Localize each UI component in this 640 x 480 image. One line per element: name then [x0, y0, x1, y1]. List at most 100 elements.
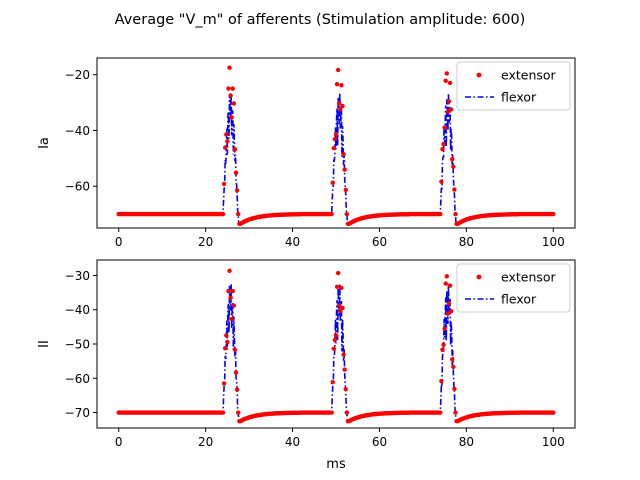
data-point [443, 281, 448, 286]
x-tick-label: 100 [542, 235, 565, 249]
legend-flexor-label: flexor [501, 90, 537, 105]
plot-area [116, 65, 556, 227]
data-point [341, 151, 346, 157]
data-point [334, 284, 340, 290]
x-tick-label: 60 [372, 435, 387, 449]
y-tick-label: −30 [65, 269, 90, 283]
legend-box [456, 263, 571, 313]
data-point [236, 211, 241, 217]
y-axis-label: Ia [37, 137, 52, 149]
data-point [448, 309, 454, 314]
data-point [439, 179, 444, 184]
legend: extensor flexor [456, 263, 571, 313]
data-point [330, 180, 335, 185]
data-point [227, 65, 232, 70]
data-point [340, 103, 345, 109]
x-tick-label: 20 [198, 235, 213, 249]
data-point [450, 357, 455, 362]
data-point [332, 136, 338, 142]
data-point [451, 164, 456, 169]
data-point [439, 378, 444, 384]
data-point [443, 78, 448, 84]
data-point [344, 410, 350, 415]
data-point [447, 283, 453, 288]
x-tick-label: 40 [285, 435, 300, 449]
x-tick-label: 80 [459, 435, 474, 449]
data-point [329, 410, 334, 415]
data-point [453, 211, 458, 217]
data-point [229, 316, 234, 322]
legend-extensor-marker [476, 72, 482, 78]
subplot-1: 0 20 40 60 80 100 −60 −40 −20 Ia extensor flexor [37, 57, 576, 249]
x-tick-label: 0 [115, 235, 123, 249]
y-tick-label: −20 [65, 68, 90, 82]
data-point [231, 303, 237, 308]
data-point [440, 146, 445, 152]
data-point [333, 132, 339, 137]
data-point [441, 342, 446, 348]
y-tick-label: −40 [65, 124, 90, 138]
x-tick-label: 100 [542, 435, 565, 449]
data-point [329, 211, 334, 217]
series-extensor-points [116, 268, 556, 424]
data-point [341, 352, 346, 357]
data-point [228, 93, 233, 98]
data-point [232, 147, 238, 152]
data-point [228, 295, 233, 300]
y-axis-label: II [37, 340, 52, 348]
x-axis-label: ms [326, 457, 346, 472]
data-point [438, 410, 443, 415]
data-point [224, 132, 229, 137]
data-point [452, 386, 457, 392]
data-point [343, 386, 348, 392]
legend-extensor-marker [476, 274, 482, 280]
data-point [231, 101, 237, 106]
data-point [233, 370, 239, 375]
data-point [445, 311, 451, 316]
data-point [226, 288, 231, 294]
data-point [551, 211, 556, 217]
data-point [438, 211, 443, 217]
data-point [225, 139, 230, 144]
data-point [342, 367, 347, 372]
data-point [233, 170, 239, 175]
y-tick-label: −40 [65, 303, 90, 317]
series-flexor-line [118, 92, 554, 225]
data-point [220, 410, 226, 415]
data-point [229, 115, 234, 120]
data-point [224, 333, 229, 338]
data-point [452, 187, 457, 192]
data-point [226, 86, 231, 91]
x-tick-label: 60 [372, 235, 387, 249]
data-point [227, 268, 232, 274]
data-point [551, 410, 556, 415]
data-point [232, 347, 238, 353]
data-point [234, 387, 240, 392]
data-point [337, 303, 342, 308]
figure-title: Average "V_m" of afferents (Stimulation … [115, 12, 526, 28]
data-point [222, 145, 228, 150]
plot-area [116, 268, 556, 424]
data-point [339, 83, 344, 88]
data-point [335, 270, 341, 276]
data-point [344, 211, 350, 217]
data-point [440, 347, 445, 352]
data-point [222, 346, 228, 351]
data-point [333, 333, 339, 338]
data-point [331, 145, 337, 151]
data-point [337, 101, 342, 106]
data-point [330, 380, 335, 385]
data-point [444, 71, 450, 76]
data-point [343, 187, 348, 193]
x-tick-label: 0 [115, 435, 123, 449]
x-tick-label: 80 [459, 235, 474, 249]
y-tick-label: −70 [65, 406, 90, 420]
data-point [342, 167, 347, 172]
data-point [448, 107, 454, 112]
data-point [236, 410, 241, 415]
data-point [450, 157, 455, 162]
y-tick-label: −60 [65, 372, 90, 386]
data-point [230, 86, 235, 91]
data-point [446, 301, 452, 306]
